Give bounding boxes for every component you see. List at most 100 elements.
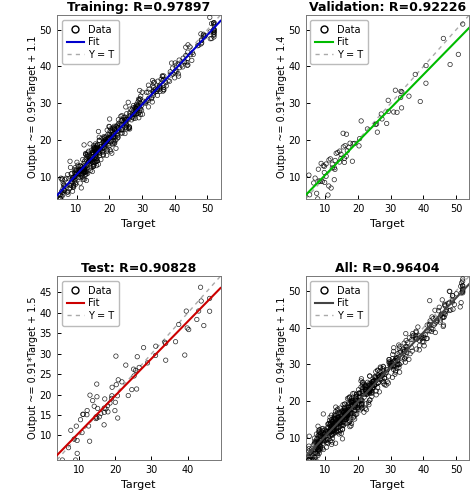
Point <box>184 61 191 69</box>
Point <box>95 160 102 168</box>
Point <box>317 442 324 450</box>
Point <box>334 426 342 434</box>
Point <box>109 126 116 134</box>
Point <box>73 436 81 444</box>
Point <box>210 33 218 41</box>
Point <box>99 144 107 152</box>
Point <box>159 76 166 84</box>
Point <box>67 170 75 178</box>
Point <box>122 118 129 126</box>
Point <box>374 384 382 392</box>
Point <box>109 133 117 141</box>
Point <box>406 334 413 342</box>
Point <box>332 415 339 423</box>
Point <box>61 176 69 184</box>
Point <box>114 128 121 136</box>
Point <box>334 405 342 413</box>
Point <box>376 363 384 371</box>
Point <box>84 170 91 177</box>
Point <box>78 184 85 192</box>
Point <box>356 390 363 398</box>
Point <box>327 155 334 163</box>
Point <box>160 86 167 94</box>
Point <box>342 414 349 422</box>
Point <box>389 350 396 358</box>
Point <box>67 426 74 434</box>
Point <box>384 379 392 387</box>
Point <box>341 415 349 423</box>
Point <box>91 158 99 166</box>
Point <box>139 110 146 118</box>
Point <box>108 392 116 400</box>
Point <box>459 282 466 290</box>
Point <box>65 444 73 452</box>
Point <box>127 112 134 120</box>
Point <box>171 59 179 67</box>
Point <box>98 134 106 142</box>
Point <box>316 426 324 434</box>
Point <box>351 398 358 406</box>
Point <box>81 165 88 173</box>
Point <box>362 382 370 390</box>
Point <box>359 384 367 392</box>
Point <box>338 407 346 415</box>
Point <box>313 444 321 452</box>
Point <box>336 147 344 155</box>
Point <box>117 129 125 137</box>
Point <box>159 87 167 95</box>
Point <box>128 386 136 394</box>
Point <box>154 86 162 94</box>
Point <box>390 358 397 366</box>
Point <box>370 376 377 384</box>
Point <box>92 143 100 151</box>
Point <box>108 394 115 402</box>
Point <box>328 164 336 172</box>
Point <box>144 88 152 96</box>
Point <box>397 348 404 356</box>
Point <box>201 32 209 40</box>
Point <box>336 414 343 422</box>
Point <box>365 384 373 392</box>
Point <box>378 375 386 383</box>
Point <box>156 82 164 90</box>
Point <box>376 367 384 375</box>
Point <box>144 359 151 367</box>
Point <box>100 140 107 147</box>
Point <box>331 156 339 164</box>
Point <box>143 88 150 96</box>
Point <box>345 144 353 152</box>
X-axis label: Target: Target <box>370 220 405 230</box>
Point <box>426 296 434 304</box>
Point <box>357 377 365 385</box>
Point <box>133 107 141 115</box>
Point <box>67 181 75 189</box>
Point <box>164 76 172 84</box>
Point <box>85 157 92 165</box>
Point <box>73 158 81 166</box>
Point <box>343 412 350 420</box>
Point <box>333 424 340 432</box>
Point <box>316 436 323 444</box>
Point <box>366 386 374 394</box>
Point <box>377 110 385 118</box>
Point <box>394 360 401 368</box>
Point <box>152 352 159 360</box>
Point <box>126 109 134 117</box>
Point <box>328 411 335 419</box>
Point <box>391 356 399 364</box>
Point <box>81 166 88 173</box>
Point <box>91 146 99 154</box>
Point <box>361 382 369 390</box>
Point <box>342 414 350 422</box>
Point <box>90 144 97 152</box>
Point <box>330 176 338 184</box>
Point <box>324 439 332 447</box>
Point <box>132 366 139 374</box>
Point <box>383 366 391 374</box>
Point <box>390 366 397 374</box>
Point <box>160 81 168 89</box>
Point <box>121 113 129 121</box>
Point <box>57 174 65 182</box>
Point <box>92 414 100 422</box>
Point <box>113 130 121 138</box>
